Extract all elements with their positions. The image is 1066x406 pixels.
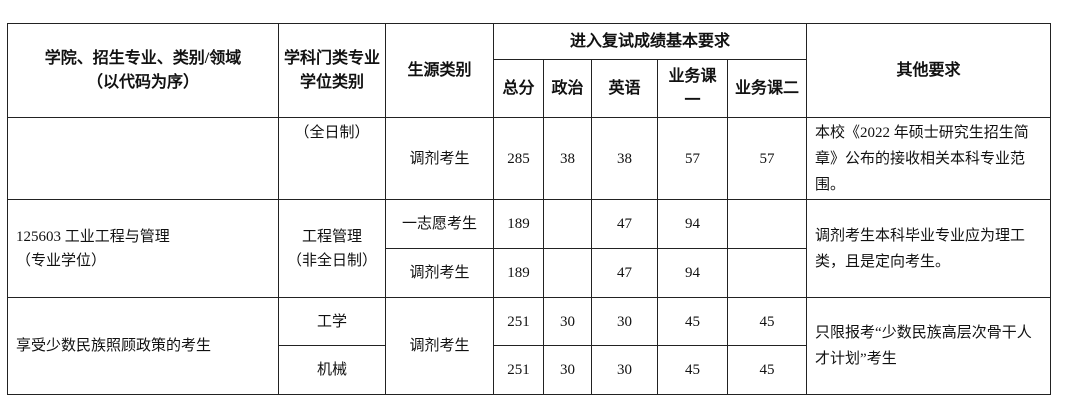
score-cell: 30 (591, 297, 658, 346)
source-cell: 调剂考生 (385, 117, 494, 200)
score-cell: 38 (591, 117, 658, 200)
category-cell: 机械 (278, 345, 386, 395)
score-cell (726, 199, 808, 249)
header-major: 学院、招生专业、类别/领域 （以代码为序） (7, 23, 279, 118)
category-cell: （全日制） (278, 117, 386, 200)
header-source: 生源类别 (385, 23, 494, 118)
score-cell: 285 (493, 117, 544, 200)
major-cell (7, 117, 279, 200)
source-cell: 一志愿考生 (385, 199, 494, 249)
header-english: 英语 (591, 59, 658, 118)
score-cell: 57 (657, 117, 728, 200)
source-cell: 调剂考生 (385, 248, 494, 298)
score-cell: 45 (726, 297, 808, 346)
score-cell: 251 (493, 297, 544, 346)
score-cell: 38 (543, 117, 592, 200)
score-cell: 30 (543, 345, 592, 395)
source-cell: 调剂考生 (385, 297, 494, 395)
header-other: 其他要求 (806, 23, 1052, 118)
table-row: （全日制） 调剂考生 285 38 38 57 57 本校《2022 年硕士研究… (7, 117, 1052, 200)
score-cell: 45 (726, 345, 808, 395)
category-cell: 工学 (278, 297, 386, 346)
score-cell: 94 (657, 248, 728, 298)
other-cell: 本校《2022 年硕士研究生招生简章》公布的接收相关本科专业范围。 (806, 117, 1052, 200)
major-cell: 享受少数民族照顾政策的考生 (7, 297, 279, 395)
score-cell (726, 248, 808, 298)
score-cell: 189 (493, 248, 544, 298)
header-course1: 业务课一 (657, 59, 728, 118)
score-cell: 45 (657, 345, 728, 395)
score-cell (543, 248, 592, 298)
score-cell: 30 (591, 345, 658, 395)
header-politics: 政治 (543, 59, 592, 118)
major-cell: 125603 工业工程与管理 （专业学位） (7, 199, 279, 298)
score-cell: 57 (726, 117, 808, 200)
table-row: 享受少数民族照顾政策的考生 工学 调剂考生 251 30 30 45 45 只限… (7, 297, 1052, 395)
table-row: 调剂考生 189 47 94 (8, 248, 1051, 298)
score-cell: 94 (657, 199, 728, 249)
other-cell: 调剂考生本科毕业专业应为理工类，且是定向考生。 (806, 199, 1052, 298)
header-scores: 进入复试成绩基本要求 (492, 23, 808, 60)
header-category: 学科门类专业学位类别 (278, 23, 386, 118)
score-cell: 45 (657, 297, 728, 346)
score-cell: 47 (591, 199, 658, 249)
score-cell: 251 (493, 345, 544, 395)
score-cell: 30 (543, 297, 592, 346)
table-row: 机械 251 30 30 45 45 (8, 345, 1051, 395)
score-cell: 189 (493, 199, 544, 249)
table-row: 125603 工业工程与管理 （专业学位） 工程管理 （非全日制） 一志愿考生 18… (7, 199, 1052, 298)
score-requirements-table: 学院、招生专业、类别/领域 （以代码为序） 学科门类专业学位类别 生源类别 进入复… (7, 23, 1052, 395)
header-course2: 业务课二 (726, 59, 808, 118)
other-cell: 只限报考“少数民族高层次骨干人才计划”考生 (806, 297, 1052, 395)
header-total: 总分 (493, 59, 544, 118)
category-cell: 工程管理 （非全日制） (278, 199, 386, 298)
score-cell: 47 (591, 248, 658, 298)
score-cell (543, 199, 592, 249)
